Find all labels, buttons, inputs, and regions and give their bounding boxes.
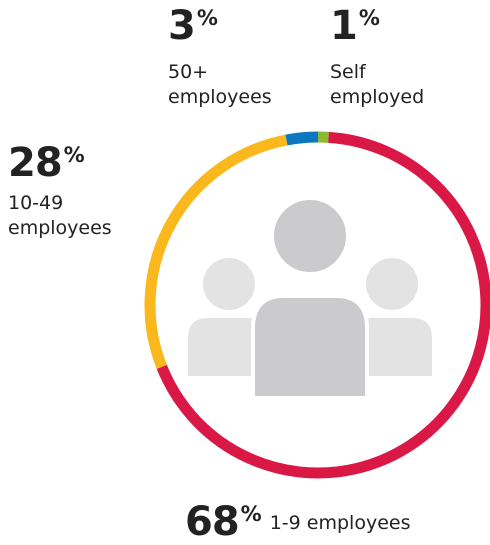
donut-slice-50-employees	[287, 137, 318, 140]
callout-50-plus-employees: 3% 50+ employees	[168, 6, 272, 110]
slice-value-1-9: 68	[185, 499, 239, 545]
callout-10-49-employees: 28% 10-49 employees	[8, 143, 112, 241]
slice-value-10-49: 28	[8, 140, 62, 186]
callout-1-9-employees: 68% 1-9 employees	[185, 502, 410, 542]
percent-sign: %	[64, 143, 85, 167]
percent-sign: %	[197, 6, 218, 30]
slice-label-self-employed: Self employed	[330, 60, 424, 110]
slice-label-50-plus: 50+ employees	[168, 60, 272, 110]
slice-label-1-9: 1-9 employees	[270, 511, 411, 536]
percent-sign: %	[359, 6, 380, 30]
slice-value-50-plus: 3	[168, 3, 195, 49]
percent-sign: %	[241, 502, 262, 526]
slice-label-10-49: 10-49 employees	[8, 191, 112, 241]
people-group-icon	[188, 198, 432, 398]
callout-self-employed: 1% Self employed	[330, 6, 424, 110]
slice-value-self-employed: 1	[330, 3, 357, 49]
